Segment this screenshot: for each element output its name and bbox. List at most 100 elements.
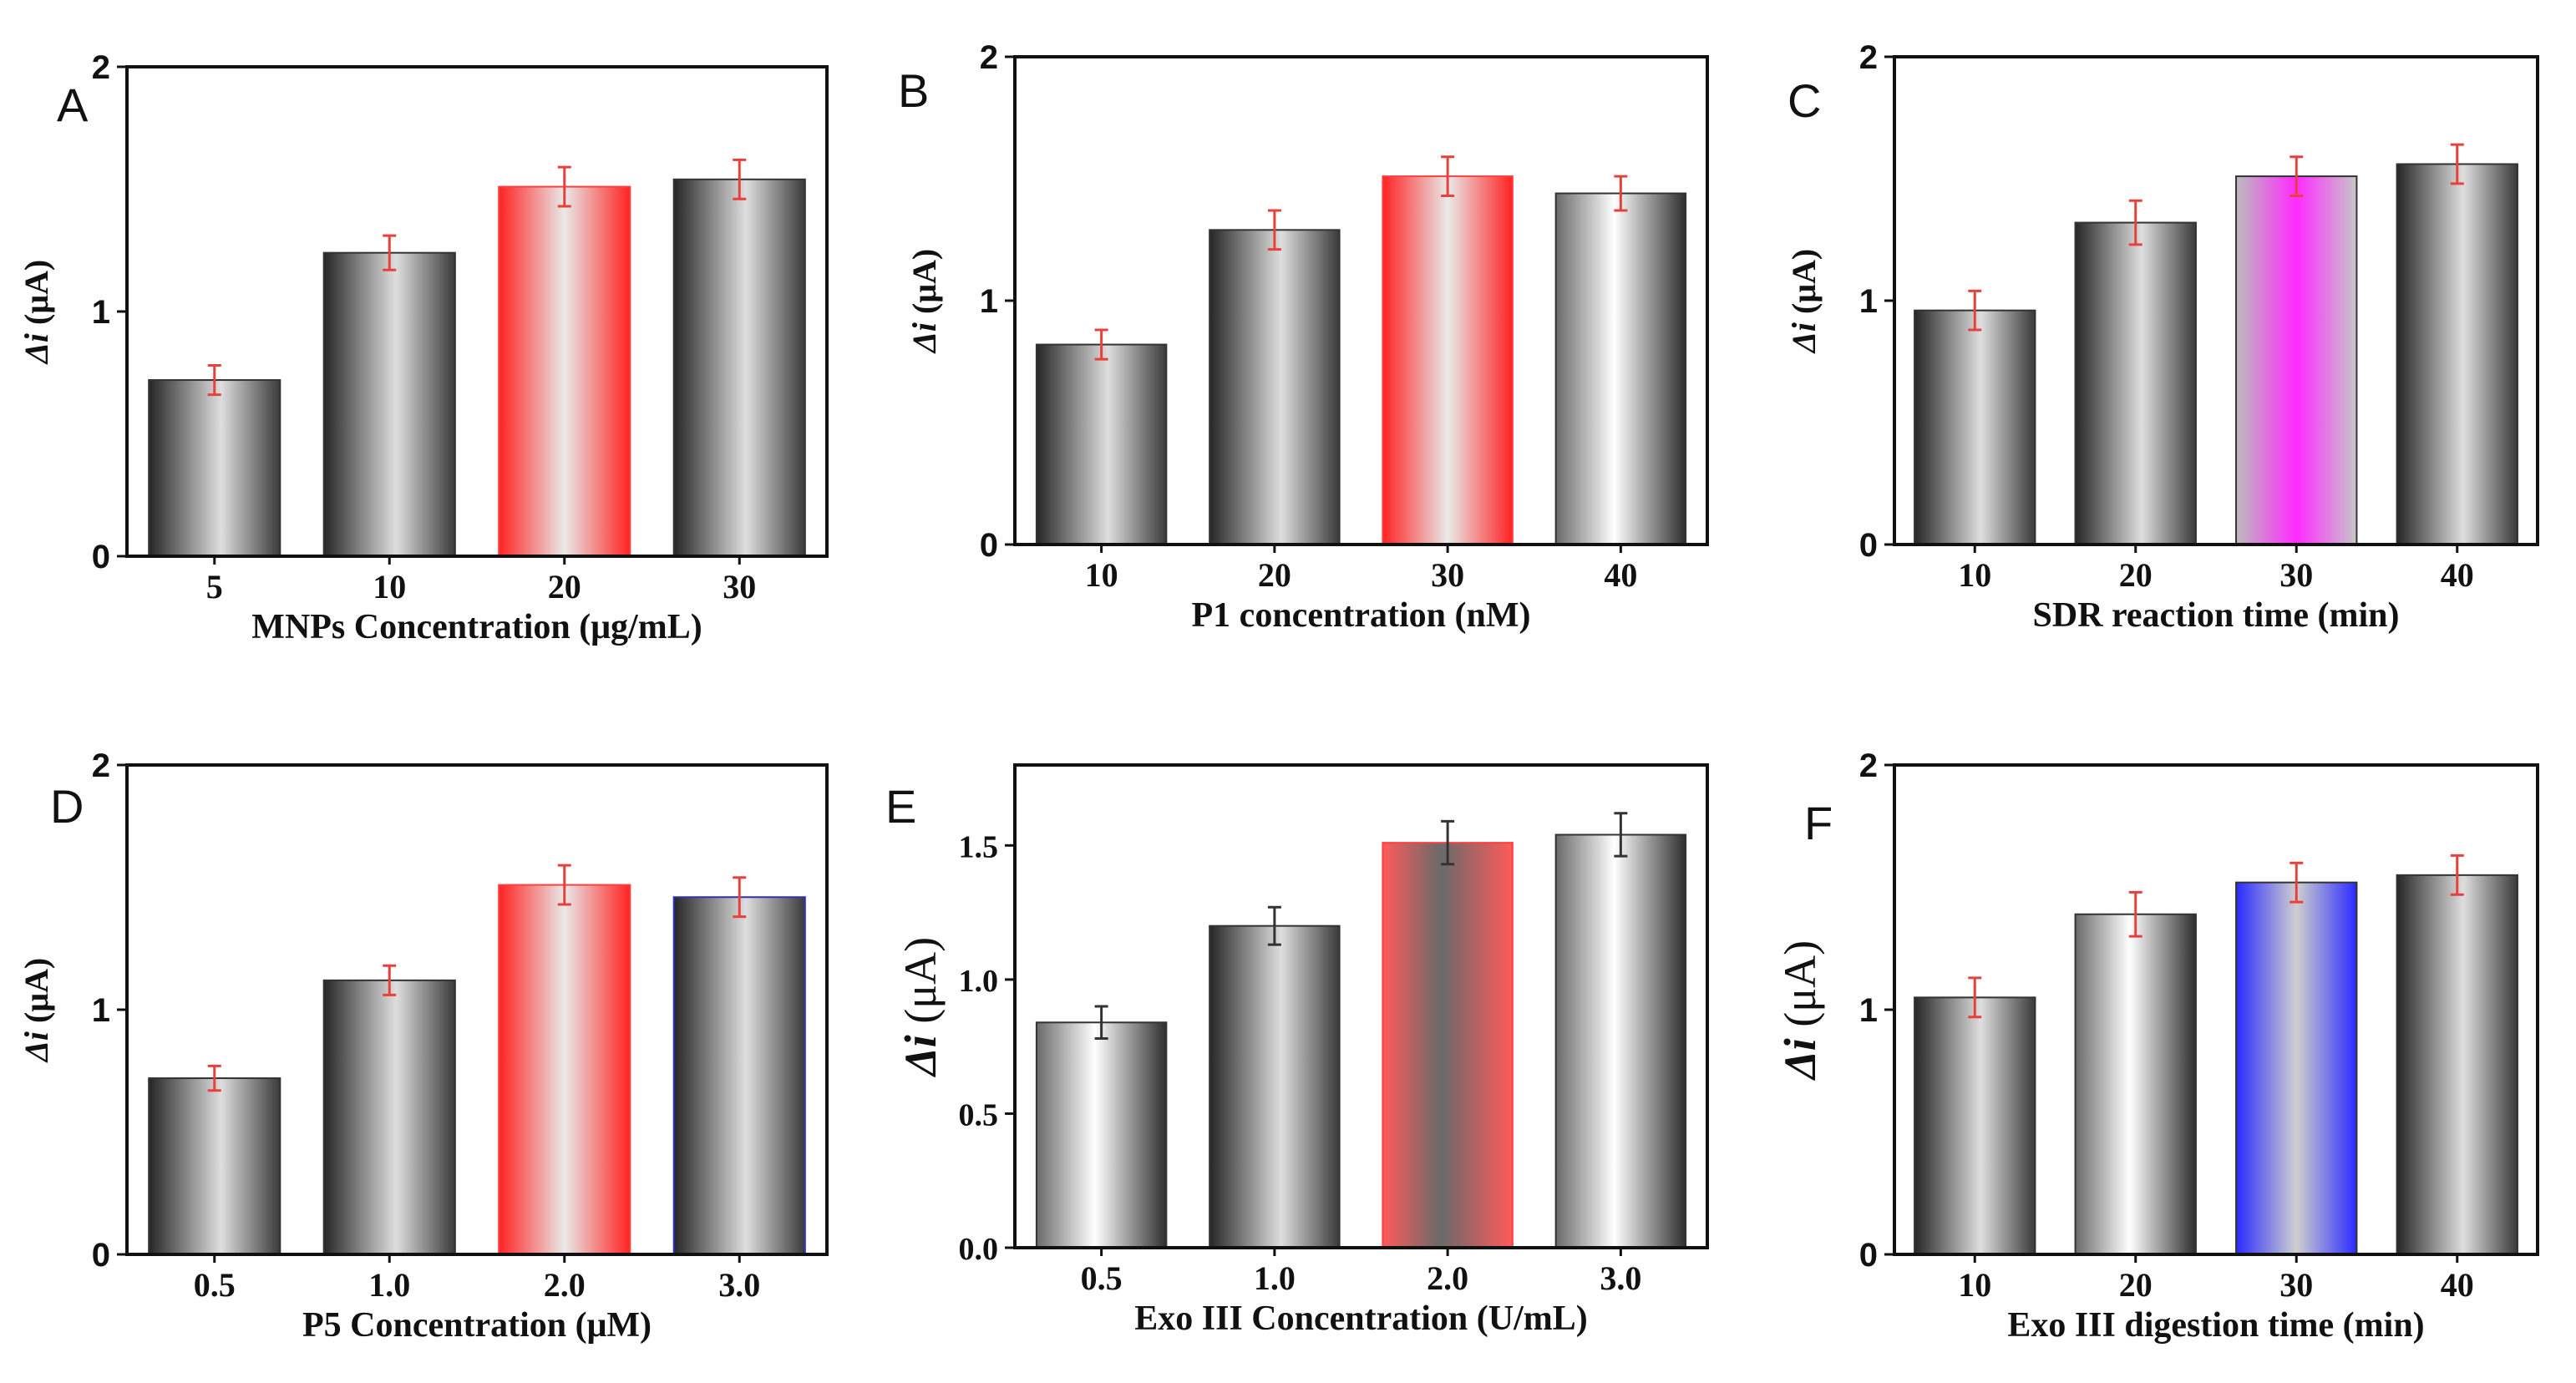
y-tick-label: 1 [1859,283,1878,320]
y-tick-label: 0.5 [959,1097,999,1132]
y-axis-label-unit: (μA) [1785,249,1823,314]
bar [1914,309,2036,545]
y-tick-label: 2 [1859,747,1878,784]
bar [1035,343,1168,545]
y-axis-label-unit: (μA) [1775,940,1825,1027]
x-tick-label: 0.5 [1081,1259,1123,1297]
panel-letter: C [1787,74,1821,127]
y-axis-label: Δi (μA) [895,937,946,1077]
bar [148,379,281,558]
bar [1554,833,1687,1249]
x-axis-label: Exo III Concentration (U/mL) [1134,1299,1588,1338]
bar [672,178,806,557]
bar [1554,192,1687,546]
x-axis-label: Exo III digestion time (min) [2007,1306,2424,1345]
y-axis-label-unit: (μA) [895,937,946,1024]
x-tick-label: 1.0 [368,1266,410,1304]
y-axis-label-symbol: Δi [1785,314,1823,354]
y-tick-label: 1.5 [959,829,999,864]
bar [1914,996,2036,1255]
bar [322,979,456,1255]
x-tick-label: 40 [1604,556,1637,594]
bar [498,884,631,1255]
x-tick-label: 10 [1958,556,1991,594]
bar [2235,175,2358,546]
y-tick-label: 1.0 [959,964,999,999]
y-tick-label: 2 [1859,39,1878,76]
x-tick-label: 20 [2119,1266,2153,1304]
y-tick-label: 2 [92,49,110,86]
bar [322,251,456,557]
y-tick-label: 0 [980,527,998,564]
x-tick-label: 40 [2441,1266,2474,1304]
panel-letter: F [1804,797,1833,849]
bar [1035,1021,1168,1249]
x-tick-label: 30 [1431,556,1464,594]
x-tick-label: 30 [2279,556,2313,594]
bar [2074,913,2197,1255]
y-axis-label-symbol: Δi [905,314,943,354]
x-tick-label: 0.5 [194,1266,236,1304]
bar [1382,842,1514,1249]
y-axis-label: Δi (μA) [905,249,943,354]
panel-letter: B [898,64,929,117]
y-tick-label: 2 [980,39,998,76]
y-tick-label: 0.0 [959,1232,999,1267]
y-axis-label-symbol: Δi [1775,1027,1825,1081]
bar [2074,221,2197,545]
x-tick-label: 2.0 [544,1266,586,1304]
bar [1209,229,1341,545]
x-tick-label: 2.0 [1427,1259,1468,1297]
bar [2396,163,2518,545]
y-tick-label: 1 [92,992,110,1029]
panel-letter: D [50,780,84,833]
y-tick-label: 0 [92,1237,110,1274]
bar [1209,925,1341,1249]
x-tick-label: 30 [2279,1266,2313,1304]
x-tick-label: 3.0 [1600,1259,1641,1297]
x-axis-label: P5 Concentration (μM) [302,1306,652,1345]
y-tick-label: 1 [980,283,998,320]
panel-a: A 5 10 20 30 0 1 2 MNPs Concentration (μg/mL) Δi … [18,49,829,646]
y-tick-label: 0 [1859,527,1878,564]
x-tick-label: 3.0 [718,1266,760,1304]
y-axis-label-symbol: Δi [895,1024,946,1077]
plot-frame [1013,763,1709,1249]
bar [1382,175,1514,546]
y-tick-label: 0 [1859,1237,1878,1274]
panel-e: E 0.5 1.0 2.0 3.0 0.0 0.5 1.0 1.5 Exo III Concent… [885,763,1709,1338]
x-tick-label: 10 [1085,556,1118,594]
x-tick-label: 1.0 [1254,1259,1296,1297]
panel-d: D 0.5 1.0 2.0 3.0 0 1 2 P5 Concentration (μM) Δi … [18,747,829,1345]
panel-c: C 10 20 30 40 0 1 2 SDR reaction time (min) Δi (μ… [1785,39,2539,635]
y-axis-label-unit: (μA) [18,958,55,1023]
bar [672,896,806,1255]
y-axis-label: Δi (μA) [18,958,55,1063]
x-axis-label: SDR reaction time (min) [2033,596,2400,635]
x-tick-label: 20 [2119,556,2153,594]
x-axis-label: MNPs Concentration (μg/mL) [251,608,702,646]
bar [2396,874,2518,1255]
y-tick-label: 1 [92,294,110,331]
x-tick-label: 10 [1958,1266,1991,1304]
y-axis-label-unit: (μA) [905,249,943,314]
y-tick-label: 0 [92,539,110,575]
x-tick-label: 40 [2441,556,2474,594]
x-tick-label: 20 [548,568,581,605]
x-tick-label: 30 [723,568,756,605]
x-tick-label: 5 [206,568,223,605]
y-axis-label-unit: (μA) [18,260,55,325]
bar [498,185,631,557]
panel-letter: A [57,79,89,131]
panel-letter: E [885,780,916,833]
panel-b: B 10 20 30 40 0 1 2 P1 concentration (nM) Δi (μA) [898,39,1709,635]
x-tick-label: 20 [1258,556,1291,594]
bar [2235,881,2358,1255]
bar [148,1077,281,1256]
x-axis-label: P1 concentration (nM) [1192,596,1531,635]
y-axis-label: Δi (μA) [1775,940,1825,1081]
y-axis-label: Δi (μA) [1785,249,1823,354]
panel-f: F 10 20 30 40 0 1 2 Exo III digestion time (min)… [1775,747,2539,1345]
x-tick-label: 10 [373,568,406,605]
